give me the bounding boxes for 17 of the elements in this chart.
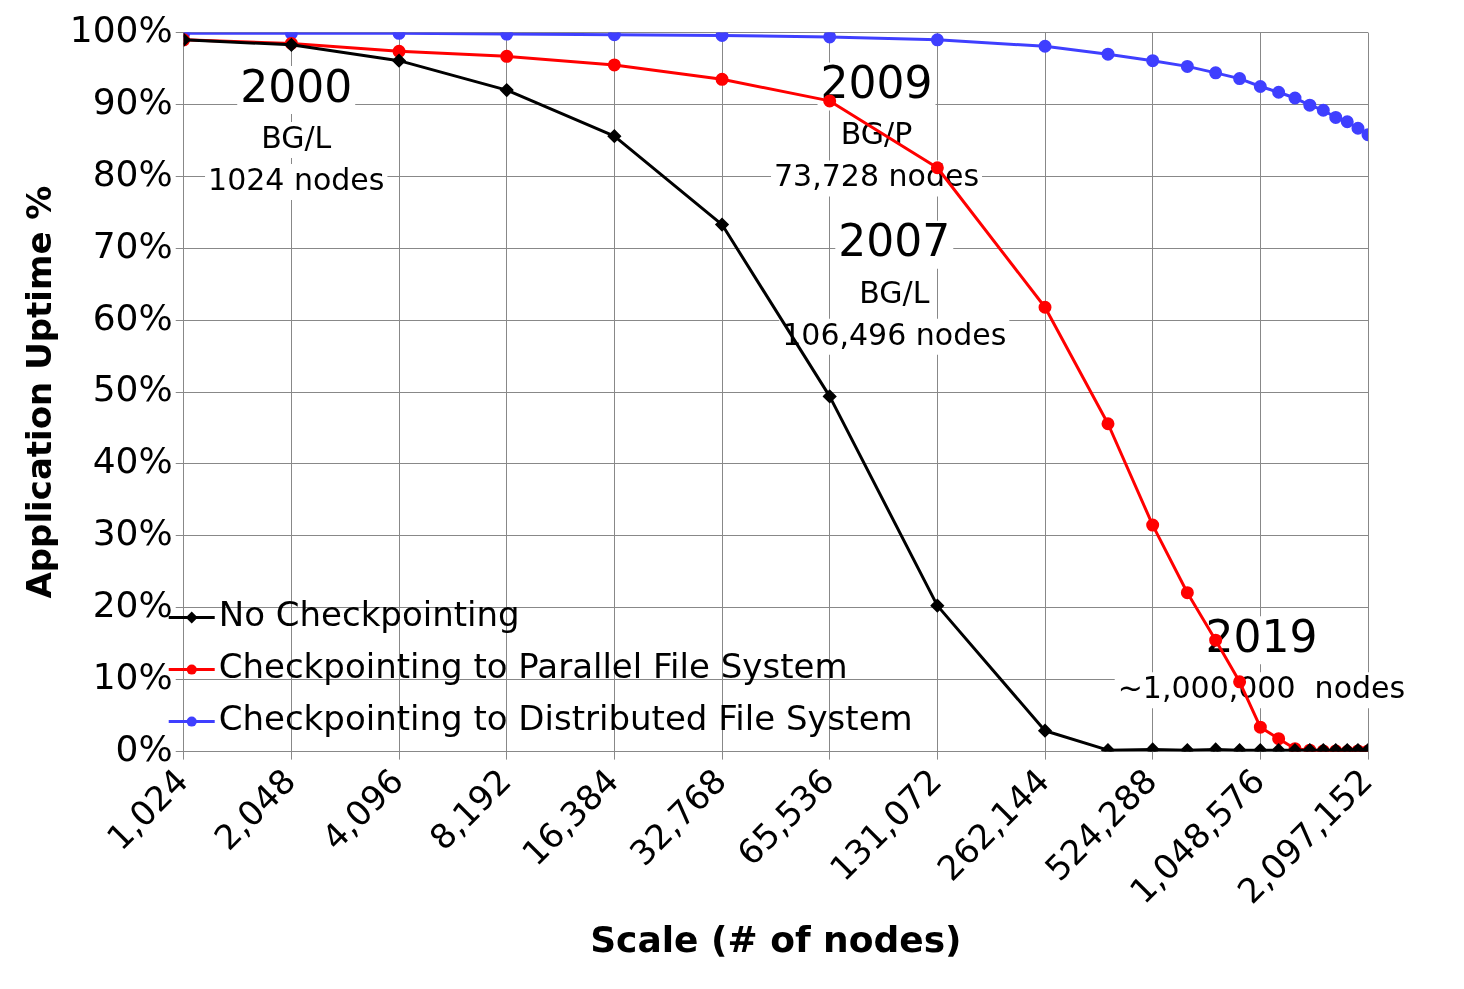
y-tick-label: 40%	[92, 440, 173, 482]
y-tick-label: 100%	[69, 8, 173, 50]
y-tick-label: 50%	[92, 368, 173, 410]
annotation: 2000 BG/L 1024 nodes	[208, 60, 385, 197]
y-tick-label: 30%	[92, 512, 173, 554]
legend-label: Checkpointing to Distributed File System	[218, 698, 913, 739]
y-axis-title: Application Uptime %	[19, 185, 60, 599]
y-tick-label: 10%	[92, 656, 173, 698]
y-tick-label: 90%	[92, 80, 173, 122]
y-tick-label: 20%	[92, 584, 173, 626]
y-tick-label: 70%	[92, 224, 173, 266]
legend-label: No Checkpointing	[218, 594, 520, 635]
y-tick-label: 60%	[92, 296, 173, 338]
y-tick-label: 80%	[92, 152, 173, 194]
x-axis-title: Scale (# of nodes)	[590, 918, 962, 960]
legend-label: Checkpointing to Parallel File System	[218, 646, 848, 687]
y-tick-label: 0%	[115, 727, 173, 769]
